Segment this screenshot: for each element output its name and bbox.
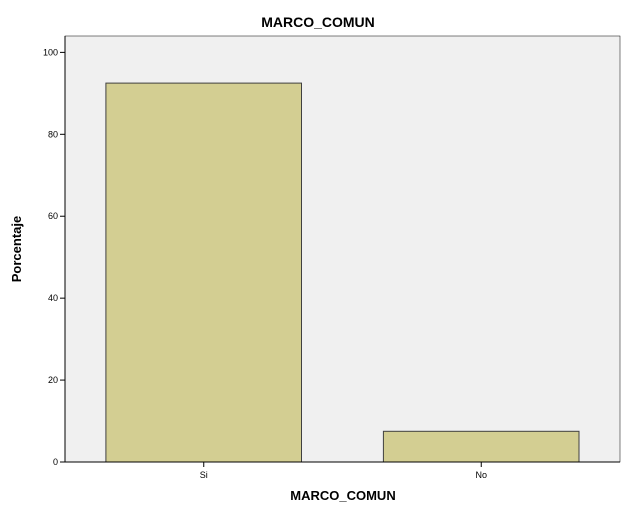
y-axis-label: Porcentaje — [9, 216, 24, 282]
x-axis-label: MARCO_COMUN — [290, 488, 395, 503]
bars-group — [105, 82, 580, 463]
bar-no — [382, 430, 580, 463]
x-ticks-group: Si No — [200, 462, 487, 480]
y-tick-label: 80 — [48, 129, 58, 139]
y-tick-label: 20 — [48, 375, 58, 385]
chart-title: MARCO_COMUN — [261, 14, 375, 30]
bar-si — [105, 82, 303, 463]
x-tick-label: No — [475, 470, 487, 480]
x-tick-label: Si — [200, 470, 208, 480]
y-tick-label: 40 — [48, 293, 58, 303]
y-tick-label: 60 — [48, 211, 58, 221]
y-tick-label: 0 — [53, 457, 58, 467]
y-ticks-group: 0 20 40 60 80 100 — [43, 47, 65, 467]
y-tick-label: 100 — [43, 47, 58, 57]
